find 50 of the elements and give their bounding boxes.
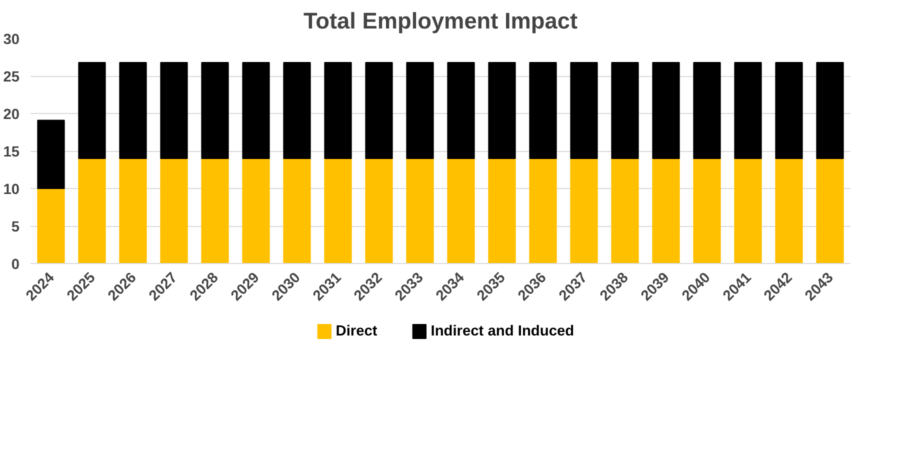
- bar: [488, 62, 516, 159]
- bar: [488, 158, 516, 264]
- bar: [160, 62, 188, 159]
- chart-title: Total Employment Impact: [303, 8, 578, 34]
- bar: [734, 62, 762, 159]
- bar: [693, 158, 721, 264]
- bar: [37, 120, 65, 189]
- bar: [201, 62, 229, 159]
- bar: [693, 62, 721, 159]
- bar: [283, 158, 311, 264]
- bar: [570, 62, 598, 159]
- bar: [611, 158, 639, 264]
- bar: [324, 158, 352, 264]
- y-tick-label: 30: [3, 32, 20, 48]
- legend-label: Indirect and Induced: [430, 324, 574, 340]
- bar: [447, 62, 475, 159]
- bar: [816, 158, 844, 264]
- y-tick-label: 0: [11, 257, 20, 273]
- bar: [447, 158, 475, 264]
- bar: [119, 62, 147, 159]
- bar: [406, 62, 434, 159]
- bar: [734, 158, 762, 264]
- bar: [652, 62, 680, 159]
- bar: [201, 158, 229, 264]
- bar: [775, 158, 803, 264]
- y-tick-label: 10: [3, 182, 20, 198]
- bar: [78, 158, 106, 264]
- bar: [283, 62, 311, 159]
- bar: [119, 158, 147, 264]
- bar: [529, 62, 557, 159]
- legend-label: Direct: [336, 324, 378, 340]
- y-tick-label: 20: [3, 107, 20, 123]
- bar: [570, 158, 598, 264]
- bar: [652, 158, 680, 264]
- bar: [160, 158, 188, 264]
- bar: [37, 188, 65, 264]
- bar: [242, 62, 270, 159]
- y-tick-label: 5: [11, 220, 20, 236]
- bar: [78, 62, 106, 159]
- y-tick-label: 15: [3, 144, 20, 160]
- bar: [529, 158, 557, 264]
- bar: [816, 62, 844, 159]
- bar: [406, 158, 434, 264]
- bar: [324, 62, 352, 159]
- y-tick-label: 25: [3, 70, 20, 86]
- bar: [611, 62, 639, 159]
- bar: [365, 158, 393, 264]
- bar: [242, 158, 270, 264]
- bar: [775, 62, 803, 159]
- bar: [365, 62, 393, 159]
